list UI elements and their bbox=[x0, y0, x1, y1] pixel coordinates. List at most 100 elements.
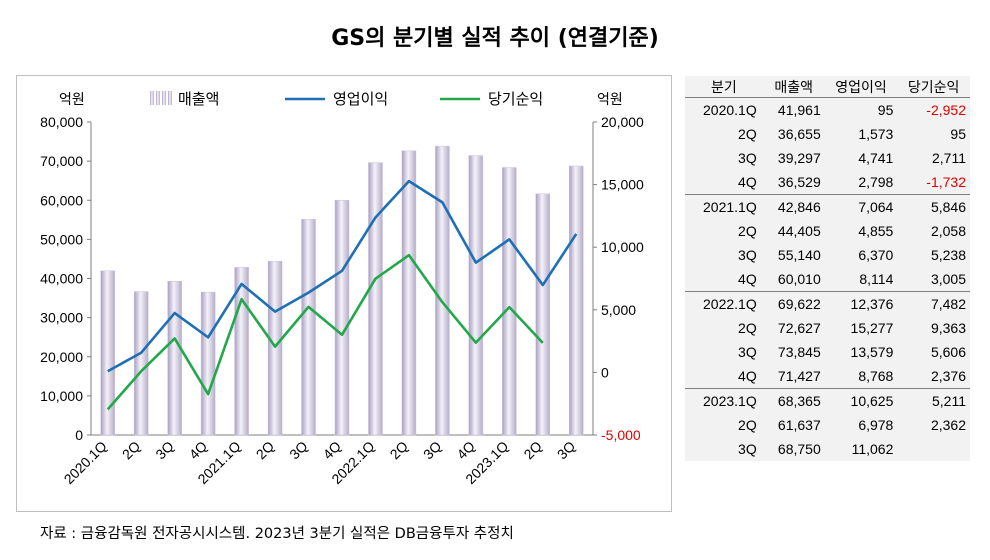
value-cell: 4,855 bbox=[824, 219, 898, 243]
value-cell: 11,062 bbox=[824, 437, 898, 461]
legend-label: 영업이익 bbox=[333, 90, 388, 108]
value-cell: 7,064 bbox=[824, 194, 898, 219]
value-cell: -2,952 bbox=[897, 97, 970, 122]
quarter-cell: 2Q bbox=[685, 413, 763, 437]
quarter-cell: 4Q bbox=[685, 170, 763, 195]
left-tick-label: 30,000 bbox=[40, 310, 83, 326]
table-row: 2Q 61,637 6,978 2,362 bbox=[685, 413, 970, 437]
left-tick-label: 50,000 bbox=[40, 231, 83, 247]
value-cell: 2,711 bbox=[897, 146, 970, 170]
quarter-cell: 4Q bbox=[685, 267, 763, 292]
revenue-bar bbox=[200, 291, 216, 436]
value-cell: 5,238 bbox=[897, 243, 970, 267]
quarter-cell: 2Q bbox=[685, 219, 763, 243]
value-cell: 71,427 bbox=[762, 364, 825, 389]
value-cell: 73,845 bbox=[762, 340, 825, 364]
legend-bar-swatch bbox=[156, 91, 160, 105]
legend-label: 매출액 bbox=[178, 90, 219, 108]
revenue-bar bbox=[100, 270, 115, 436]
quarter-cell: 2021.1Q bbox=[685, 194, 763, 219]
x-tick-label: 4Q bbox=[320, 438, 345, 463]
value-cell: 12,376 bbox=[824, 291, 898, 316]
value-cell: 2,798 bbox=[824, 170, 898, 195]
value-cell: 6,370 bbox=[824, 243, 898, 267]
legend-label: 당기순익 bbox=[488, 90, 543, 108]
value-cell: 72,627 bbox=[762, 316, 825, 340]
revenue-bar bbox=[267, 261, 283, 436]
x-tick-label: 4Q bbox=[186, 438, 211, 463]
table-row: 3Q 55,140 6,370 5,238 bbox=[685, 243, 970, 267]
revenue-bar bbox=[167, 281, 182, 436]
value-cell: 36,529 bbox=[762, 170, 825, 195]
right-tick-label: -5,000 bbox=[601, 427, 641, 443]
revenue-bar bbox=[569, 165, 584, 436]
value-cell bbox=[897, 437, 970, 461]
value-cell: 39,297 bbox=[762, 146, 825, 170]
table-row: 3Q 73,845 13,579 5,606 bbox=[685, 340, 970, 364]
value-cell: 15,277 bbox=[824, 316, 898, 340]
value-cell: 5,606 bbox=[897, 340, 970, 364]
table-row: 4Q 60,010 8,114 3,005 bbox=[685, 267, 970, 292]
value-cell: 36,655 bbox=[762, 122, 825, 146]
x-tick-label: 3Q bbox=[152, 438, 177, 463]
value-cell: 5,211 bbox=[897, 388, 970, 413]
value-cell: 68,750 bbox=[762, 437, 825, 461]
table-header-row: 분기 매출액 영업이익 당기순익 bbox=[685, 76, 970, 98]
revenue-bar bbox=[401, 150, 417, 436]
quarter-cell: 2Q bbox=[685, 316, 763, 340]
net-income-line bbox=[106, 253, 544, 411]
table-row: 3Q 68,750 11,062 bbox=[685, 437, 970, 461]
value-cell: 4,741 bbox=[824, 146, 898, 170]
value-cell: 8,114 bbox=[824, 267, 898, 292]
value-cell: 44,405 bbox=[762, 219, 825, 243]
legend-bar-swatch bbox=[168, 91, 172, 105]
value-cell: 2,058 bbox=[897, 219, 970, 243]
quarter-cell: 2022.1Q bbox=[685, 291, 763, 316]
table-row: 4Q 36,529 2,798 -1,732 bbox=[685, 170, 970, 195]
value-cell: 6,978 bbox=[824, 413, 898, 437]
chart-title: GS의 분기별 실적 추이 (연결기준) bbox=[331, 26, 659, 51]
table-header-cell: 당기순익 bbox=[897, 76, 970, 98]
revenue-bar bbox=[435, 145, 450, 436]
table-body: 2020.1Q 41,961 95 -2,952 2Q 36,655 1,573 95 3Q 39… bbox=[685, 97, 970, 461]
table-header-cell: 매출액 bbox=[762, 76, 825, 98]
value-cell: 69,622 bbox=[762, 291, 825, 316]
x-tick-label: 2Q bbox=[119, 438, 144, 463]
table-header-cell: 영업이익 bbox=[824, 76, 898, 98]
table-row: 2022.1Q 69,622 12,376 7,482 bbox=[685, 291, 970, 316]
legend-bar-swatch bbox=[162, 91, 166, 105]
revenue-bar bbox=[502, 167, 517, 436]
x-tick-label: 3Q bbox=[286, 438, 311, 463]
data-table: 분기 매출액 영업이익 당기순익 2020.1Q 41,961 95 -2,952 2Q 36,… bbox=[685, 76, 970, 461]
combo-chart: 80,000 70,000 60,000 50,000 40,000 30,000 20,0… bbox=[40, 90, 644, 487]
quarter-cell: 3Q bbox=[685, 243, 763, 267]
left-tick-label: 20,000 bbox=[40, 349, 83, 365]
value-cell: 9,363 bbox=[897, 316, 970, 340]
revenue-bar bbox=[535, 193, 551, 436]
value-cell: 55,140 bbox=[762, 243, 825, 267]
legend-bar-swatch bbox=[150, 91, 154, 105]
value-cell: 10,625 bbox=[824, 388, 898, 413]
quarter-cell: 2020.1Q bbox=[685, 97, 763, 122]
revenue-bar bbox=[133, 291, 149, 436]
x-tick-label: 2Q bbox=[520, 438, 545, 463]
right-tick-label: 15,000 bbox=[601, 177, 644, 193]
quarter-cell: 3Q bbox=[685, 340, 763, 364]
left-axis-unit: 억원 bbox=[59, 92, 85, 108]
value-cell: 3,005 bbox=[897, 267, 970, 292]
x-tick-label: 2Q bbox=[253, 438, 278, 463]
x-tick-label: 3Q bbox=[554, 438, 579, 463]
value-cell: 2,376 bbox=[897, 364, 970, 389]
value-cell: 60,010 bbox=[762, 267, 825, 292]
value-cell: 95 bbox=[824, 97, 898, 122]
left-tick-label: 40,000 bbox=[40, 271, 83, 287]
left-tick-label: 60,000 bbox=[40, 192, 83, 208]
table-row: 4Q 71,427 8,768 2,376 bbox=[685, 364, 970, 389]
left-tick-label: 10,000 bbox=[40, 388, 83, 404]
left-tick-label: 70,000 bbox=[40, 153, 83, 169]
quarter-cell: 2Q bbox=[685, 122, 763, 146]
value-cell: -1,732 bbox=[897, 170, 970, 195]
revenue-bar bbox=[301, 219, 316, 436]
x-tick-label: 4Q bbox=[453, 438, 478, 463]
value-cell: 61,637 bbox=[762, 413, 825, 437]
